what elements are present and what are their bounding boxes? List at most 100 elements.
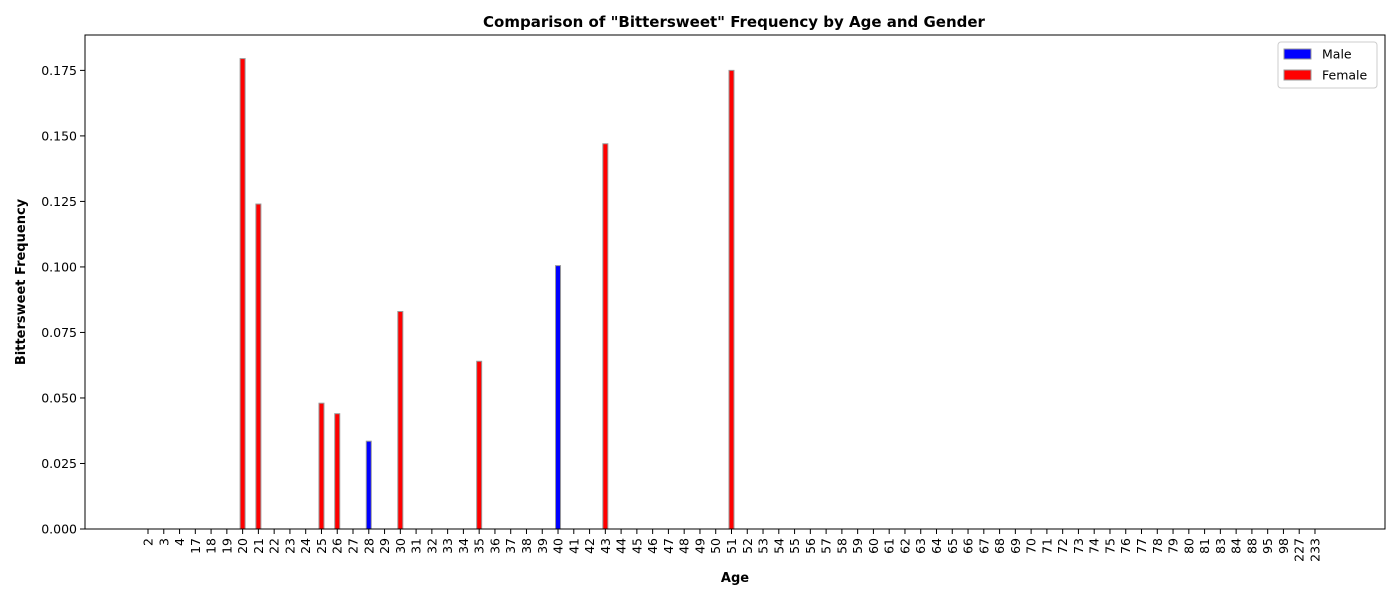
x-tick-label: 44 xyxy=(614,538,629,554)
x-tick-label: 3 xyxy=(156,538,171,546)
x-tick-label: 62 xyxy=(897,538,912,554)
x-tick-label: 26 xyxy=(330,538,345,554)
x-tick-label: 233 xyxy=(1307,538,1322,562)
legend-swatch-female xyxy=(1283,69,1312,81)
x-tick-label: 56 xyxy=(803,538,818,554)
x-tick-label: 35 xyxy=(472,538,487,554)
legend-swatch-male xyxy=(1283,48,1312,60)
x-tick-label: 19 xyxy=(219,538,234,554)
x-tick-label: 18 xyxy=(204,538,219,554)
x-tick-label: 227 xyxy=(1292,538,1307,562)
x-tick-label: 88 xyxy=(1244,538,1259,554)
x-tick-label: 17 xyxy=(188,538,203,554)
chart-title: Comparison of "Bittersweet" Frequency by… xyxy=(483,13,986,31)
x-tick-label: 25 xyxy=(314,538,329,554)
x-tick-label: 48 xyxy=(677,538,692,554)
x-tick-label: 77 xyxy=(1134,538,1149,554)
legend-label-male: Male xyxy=(1322,47,1352,62)
x-tick-label: 29 xyxy=(377,538,392,554)
x-tick-label: 74 xyxy=(1087,538,1102,554)
x-tick-label: 53 xyxy=(756,538,771,554)
x-tick-label: 98 xyxy=(1276,538,1291,554)
x-tick-label: 73 xyxy=(1071,538,1086,554)
x-tick-label: 47 xyxy=(661,538,676,554)
bar-female-25 xyxy=(318,402,325,530)
x-tick-label: 51 xyxy=(724,538,739,554)
x-tick-label: 69 xyxy=(1008,538,1023,554)
x-tick-label: 39 xyxy=(535,538,550,554)
x-tick-label: 36 xyxy=(487,538,502,554)
x-tick-label: 46 xyxy=(645,538,660,554)
x-tick-label: 32 xyxy=(424,538,439,554)
x-tick-label: 31 xyxy=(409,538,424,554)
x-axis: 2 3 4 17 18 19 20 21 22 23 24 25 26 27 28 29 30 31 32 33 34 3… xyxy=(141,529,1322,562)
x-tick-label: 52 xyxy=(740,538,755,554)
x-tick-label: 80 xyxy=(1181,538,1196,554)
x-tick-label: 50 xyxy=(708,538,723,554)
bar-female-20 xyxy=(239,58,246,530)
x-tick-label: 75 xyxy=(1102,538,1117,554)
x-tick-label: 2 xyxy=(141,538,156,546)
x-axis-label: Age xyxy=(721,571,749,586)
bar-male-28 xyxy=(365,440,372,530)
y-tick-label: 0.050 xyxy=(41,390,77,405)
plot-frame xyxy=(84,34,1386,530)
x-tick-label: 58 xyxy=(834,538,849,554)
x-tick-label: 65 xyxy=(945,538,960,554)
x-tick-label: 43 xyxy=(598,538,613,554)
x-tick-label: 33 xyxy=(440,538,455,554)
y-tick-label: 0.125 xyxy=(41,194,77,209)
x-tick-label: 66 xyxy=(961,538,976,554)
x-tick-label: 54 xyxy=(771,538,786,554)
x-tick-label: 40 xyxy=(551,538,566,554)
x-tick-label: 28 xyxy=(361,538,376,554)
y-tick-label: 0.075 xyxy=(41,325,77,340)
x-tick-label: 34 xyxy=(456,538,471,554)
bar-female-51 xyxy=(728,69,735,530)
x-tick-label: 95 xyxy=(1260,538,1275,554)
x-tick-label: 83 xyxy=(1213,538,1228,554)
x-tick-label: 23 xyxy=(282,538,297,554)
x-tick-label: 71 xyxy=(1039,538,1054,554)
x-tick-label: 79 xyxy=(1166,538,1181,554)
x-tick-label: 22 xyxy=(267,538,282,554)
y-tick-label: 0.000 xyxy=(41,522,77,537)
x-tick-label: 21 xyxy=(251,538,266,554)
legend-label-female: Female xyxy=(1322,68,1368,83)
x-tick-label: 67 xyxy=(976,538,991,554)
x-tick-label: 61 xyxy=(882,538,897,554)
bar-female-35 xyxy=(476,360,483,530)
x-tick-label: 72 xyxy=(1055,538,1070,554)
x-tick-label: 38 xyxy=(519,538,534,554)
bar-female-30 xyxy=(397,310,404,530)
legend: Male Female xyxy=(1277,41,1378,89)
x-tick-label: 76 xyxy=(1118,538,1133,554)
bar-female-43 xyxy=(602,143,609,530)
bars xyxy=(239,58,735,530)
x-tick-label: 49 xyxy=(692,538,707,554)
x-tick-label: 59 xyxy=(850,538,865,554)
x-tick-label: 27 xyxy=(346,538,361,554)
y-tick-label: 0.175 xyxy=(41,63,77,78)
x-tick-label: 64 xyxy=(929,538,944,554)
x-tick-label: 68 xyxy=(992,538,1007,554)
y-axis: 0.000 0.025 0.050 0.075 0.100 0.125 0.150 0.175 xyxy=(41,63,85,537)
y-tick-label: 0.025 xyxy=(41,456,77,471)
y-tick-label: 0.100 xyxy=(41,259,77,274)
x-tick-label: 81 xyxy=(1197,538,1212,554)
x-tick-label: 60 xyxy=(866,538,881,554)
bar-male-40 xyxy=(555,265,562,530)
x-tick-label: 42 xyxy=(582,538,597,554)
x-tick-label: 84 xyxy=(1229,538,1244,554)
x-tick-label: 63 xyxy=(913,538,928,554)
x-tick-label: 70 xyxy=(1024,538,1039,554)
x-tick-label: 41 xyxy=(566,538,581,554)
bar-female-26 xyxy=(334,413,341,530)
x-tick-label: 30 xyxy=(393,538,408,554)
x-tick-label: 57 xyxy=(819,538,834,554)
x-tick-label: 20 xyxy=(235,538,250,554)
x-tick-label: 78 xyxy=(1150,538,1165,554)
y-axis-label: Bittersweet Frequency xyxy=(14,198,29,365)
bar-female-21 xyxy=(255,203,262,530)
